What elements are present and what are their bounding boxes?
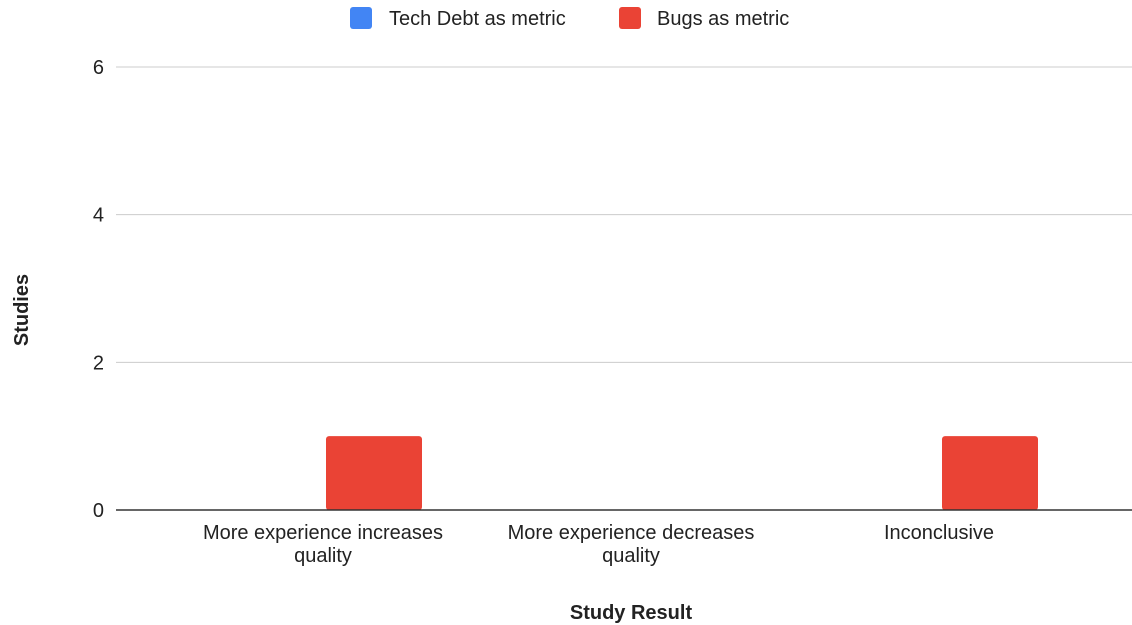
gridlines	[116, 66, 1132, 363]
bar	[326, 436, 422, 510]
bar	[942, 436, 1038, 510]
legend-swatch	[350, 7, 372, 29]
legend-label: Tech Debt as metric	[389, 8, 566, 30]
y-tick-label: 4	[93, 205, 104, 227]
legend-swatch	[619, 7, 641, 29]
x-axis-ticks: More experience increases quality More exp…	[203, 522, 994, 567]
y-tick-label: 6	[93, 57, 104, 79]
legend-item: Bugs as metric	[619, 7, 789, 30]
y-tick-label: 0	[93, 500, 104, 522]
x-tick-label: More experience increases quality	[203, 522, 443, 567]
bars	[326, 436, 1038, 510]
x-axis-title: Study Result	[570, 602, 693, 624]
x-tick-label: More experience decreases quality	[508, 522, 755, 567]
y-axis-ticks: 0 2 4 6	[93, 57, 104, 522]
y-axis-title: Studies	[11, 274, 33, 346]
legend-item: Tech Debt as metric	[350, 7, 566, 30]
y-tick-label: 2	[93, 352, 104, 374]
legend-label: Bugs as metric	[657, 8, 789, 30]
x-tick-label: Inconclusive	[884, 522, 994, 544]
legend: Tech Debt as metric Bugs as metric	[350, 7, 789, 30]
